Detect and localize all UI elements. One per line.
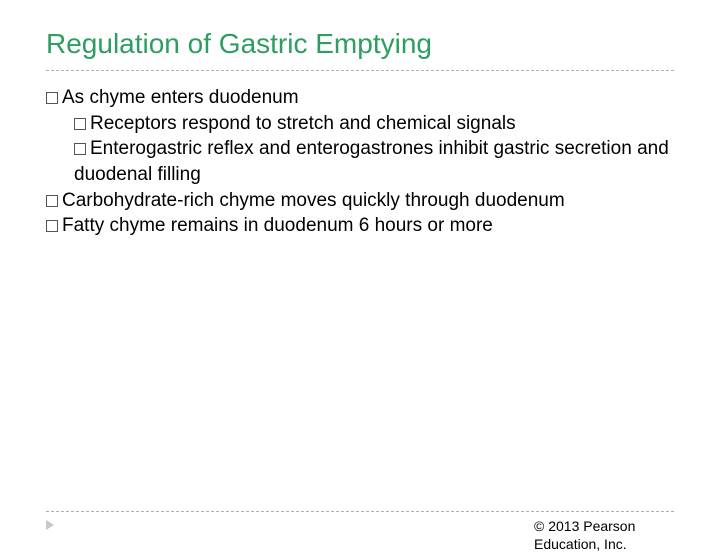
slide-title: Regulation of Gastric Emptying <box>46 28 674 71</box>
arrow-right-icon <box>46 520 54 530</box>
bullet-text: As chyme enters duodenum <box>62 87 299 108</box>
square-bullet-icon <box>46 92 58 104</box>
copyright-line: Education, Inc. <box>534 536 627 552</box>
bullet-text: Carbohydrate-rich chyme moves quickly th… <box>62 190 565 211</box>
bullet-item: Carbohydrate-rich chyme moves quickly th… <box>46 188 674 214</box>
bullet-text: Fatty chyme remains in duodenum 6 hours … <box>62 215 493 236</box>
square-bullet-icon <box>74 143 86 155</box>
copyright-line: © 2013 Pearson <box>534 518 635 534</box>
bullet-item: As chyme enters duodenum <box>46 85 674 111</box>
slide-footer: © 2013 Pearson Education, Inc. <box>46 511 674 518</box>
bullet-text: Receptors respond to stretch and chemica… <box>90 113 516 134</box>
slide: Regulation of Gastric Emptying As chyme … <box>0 0 720 540</box>
square-bullet-icon <box>46 220 58 232</box>
bullet-item: Receptors respond to stretch and chemica… <box>74 111 674 137</box>
copyright-text: © 2013 Pearson Education, Inc. <box>534 518 674 553</box>
square-bullet-icon <box>74 118 86 130</box>
bullet-item: Fatty chyme remains in duodenum 6 hours … <box>46 213 674 239</box>
square-bullet-icon <box>46 195 58 207</box>
bullet-item: Enterogastric reflex and enterogastrones… <box>74 136 674 187</box>
slide-content: As chyme enters duodenum Receptors respo… <box>46 85 674 239</box>
bullet-text: Enterogastric reflex and enterogastrones… <box>74 138 669 185</box>
